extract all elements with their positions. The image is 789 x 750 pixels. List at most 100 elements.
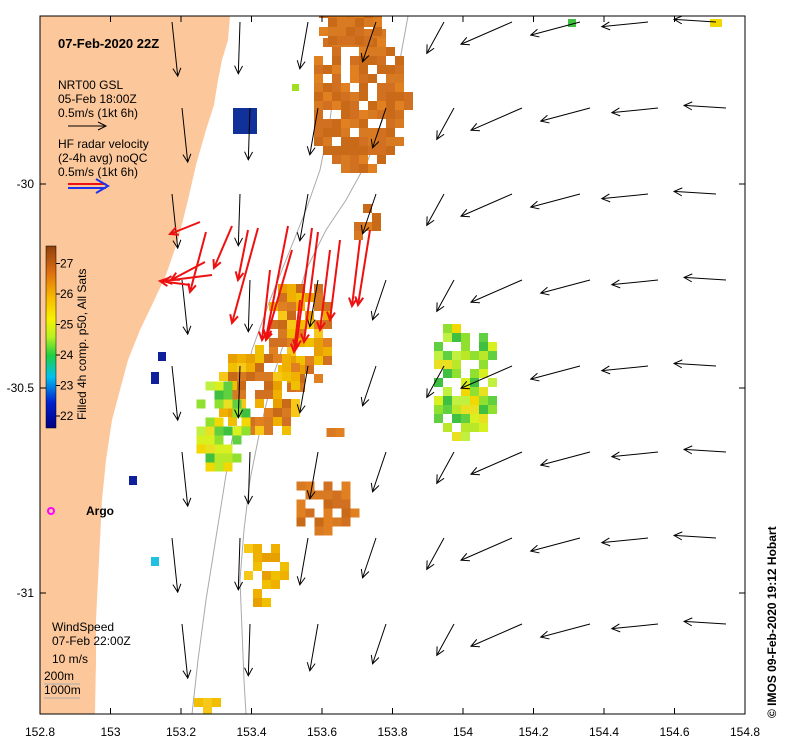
sst-cell	[461, 414, 470, 423]
current-arrow	[362, 21, 377, 62]
current-arrow	[436, 623, 455, 656]
current-arrow	[237, 365, 241, 418]
current-arrow-head	[672, 359, 683, 369]
current-arrow	[436, 451, 455, 484]
colorbar-tick-label: 23	[60, 379, 74, 393]
y-tick-label: -30	[17, 177, 35, 191]
sst-cell	[244, 571, 253, 580]
current-arrow-head	[326, 311, 336, 323]
current-arrow-head	[436, 130, 445, 141]
current-arrow-head	[682, 445, 693, 455]
sst-cell	[264, 372, 273, 381]
current-arrow-head	[370, 138, 380, 149]
sst-cell	[282, 399, 291, 408]
current-arrow	[265, 225, 289, 339]
hf-legend-line1: HF radar velocity	[58, 137, 149, 151]
sst-cell	[341, 146, 350, 155]
x-tick-label: 154.2	[518, 725, 548, 739]
sst-cell	[287, 293, 296, 302]
sst-cell	[568, 19, 576, 27]
sst-cell	[359, 92, 368, 101]
sst-cell	[461, 342, 470, 351]
current-arrow-head	[459, 553, 470, 562]
sst-cell	[337, 36, 346, 45]
sst-cell	[255, 417, 264, 426]
sst-cell	[314, 293, 323, 302]
sst-cell	[237, 390, 246, 399]
current-arrow-head	[360, 224, 370, 235]
current-arrow	[295, 227, 313, 349]
sst-cell	[223, 453, 233, 463]
current-arrow	[231, 227, 259, 324]
sst-cell	[341, 137, 350, 146]
sst-cell	[332, 101, 341, 110]
current-arrow	[237, 229, 249, 281]
current-arrow	[372, 451, 387, 492]
sst-cell	[359, 146, 368, 155]
sst-cell	[359, 155, 368, 164]
current-arrow	[426, 193, 445, 226]
sst-cell	[377, 38, 386, 47]
sst-cell	[710, 19, 722, 27]
current-arrow	[299, 365, 309, 413]
current-arrow	[163, 274, 213, 282]
current-arrow-head	[436, 646, 445, 657]
current-arrow	[684, 448, 727, 453]
sst-cell	[214, 417, 224, 427]
sst-cell	[443, 324, 452, 333]
sst-cell	[278, 284, 287, 293]
current-arrow-head	[370, 654, 380, 665]
sst-cell	[332, 499, 342, 509]
sst-cell	[359, 110, 368, 119]
sst-cell	[470, 351, 479, 360]
current-arrow	[213, 225, 233, 269]
sst-cell	[232, 408, 242, 418]
sst-cell	[323, 302, 332, 311]
current-arrow	[684, 276, 727, 281]
sst-cell	[350, 101, 359, 110]
sst-cell	[228, 354, 237, 363]
sst-cell	[359, 137, 368, 146]
current-arrow-head	[234, 581, 244, 591]
sst-cell	[214, 426, 224, 436]
sst-cell	[287, 311, 296, 320]
sst-cell	[332, 92, 341, 101]
current-arrow	[169, 221, 201, 235]
x-tick-label: 153.2	[166, 725, 196, 739]
sst-cell	[287, 338, 296, 347]
sst-cell	[368, 56, 377, 65]
sst-cell	[223, 399, 233, 409]
current-arrow	[171, 537, 179, 593]
sst-cell	[341, 517, 351, 527]
sst-cell	[282, 363, 291, 372]
sst-cell	[223, 462, 233, 472]
sst-cell	[479, 387, 488, 396]
current-arrow	[171, 193, 179, 249]
current-arrow	[181, 107, 189, 163]
sst-cell	[479, 369, 488, 378]
sst-cell	[452, 396, 461, 405]
sst-cell	[395, 83, 404, 92]
sst-cell	[278, 320, 287, 329]
sst-cell	[253, 553, 262, 562]
sst-cell	[323, 101, 332, 110]
sst-cell	[305, 311, 314, 320]
sst-cell	[323, 356, 332, 365]
sst-cell	[443, 333, 452, 342]
current-arrow-head	[290, 343, 300, 355]
sst-cell	[253, 589, 262, 598]
current-arrow-head	[469, 467, 480, 476]
x-tick-label: 153.8	[377, 725, 407, 739]
sst-cell	[287, 302, 296, 311]
sst-cell	[341, 508, 351, 518]
sst-cell	[273, 372, 282, 381]
sst-cell	[228, 363, 237, 372]
sst-cell	[151, 372, 159, 384]
current-arrow	[426, 537, 445, 570]
sst-cell	[314, 302, 323, 311]
sst-cell	[223, 444, 233, 454]
sst-cell	[271, 544, 280, 553]
sst-cell	[214, 381, 224, 391]
colorbar-tick-label: 22	[60, 409, 74, 423]
current-arrow-head	[459, 381, 470, 390]
